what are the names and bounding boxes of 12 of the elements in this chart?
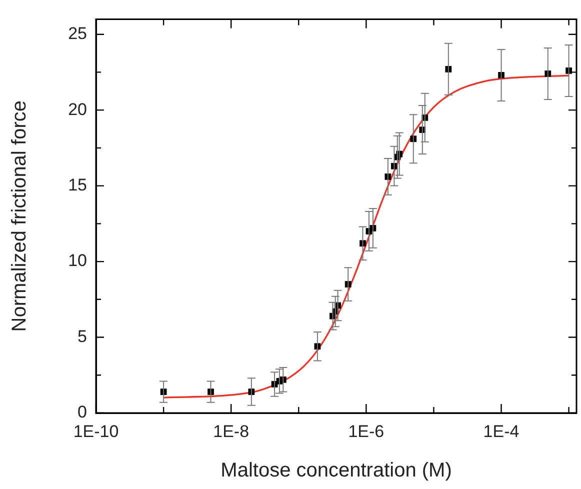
y-tick-label: 10 <box>68 251 87 270</box>
x-tick-label: 1E-10 <box>73 422 119 441</box>
y-tick-label: 25 <box>68 24 87 44</box>
y-axis-title: Normalized frictional force <box>8 100 31 332</box>
x-tick-label: 1E-6 <box>348 422 384 441</box>
x-tick-label: 1E-4 <box>483 422 520 441</box>
y-tick-label: 15 <box>68 175 87 194</box>
y-tick-label: 5 <box>78 326 87 346</box>
x-tick-label: 1E-8 <box>213 422 250 441</box>
y-tick-label: 20 <box>68 100 87 119</box>
x-axis-title: Maltose concentration (M) <box>220 460 452 482</box>
y-tick-label: 0 <box>78 402 87 422</box>
